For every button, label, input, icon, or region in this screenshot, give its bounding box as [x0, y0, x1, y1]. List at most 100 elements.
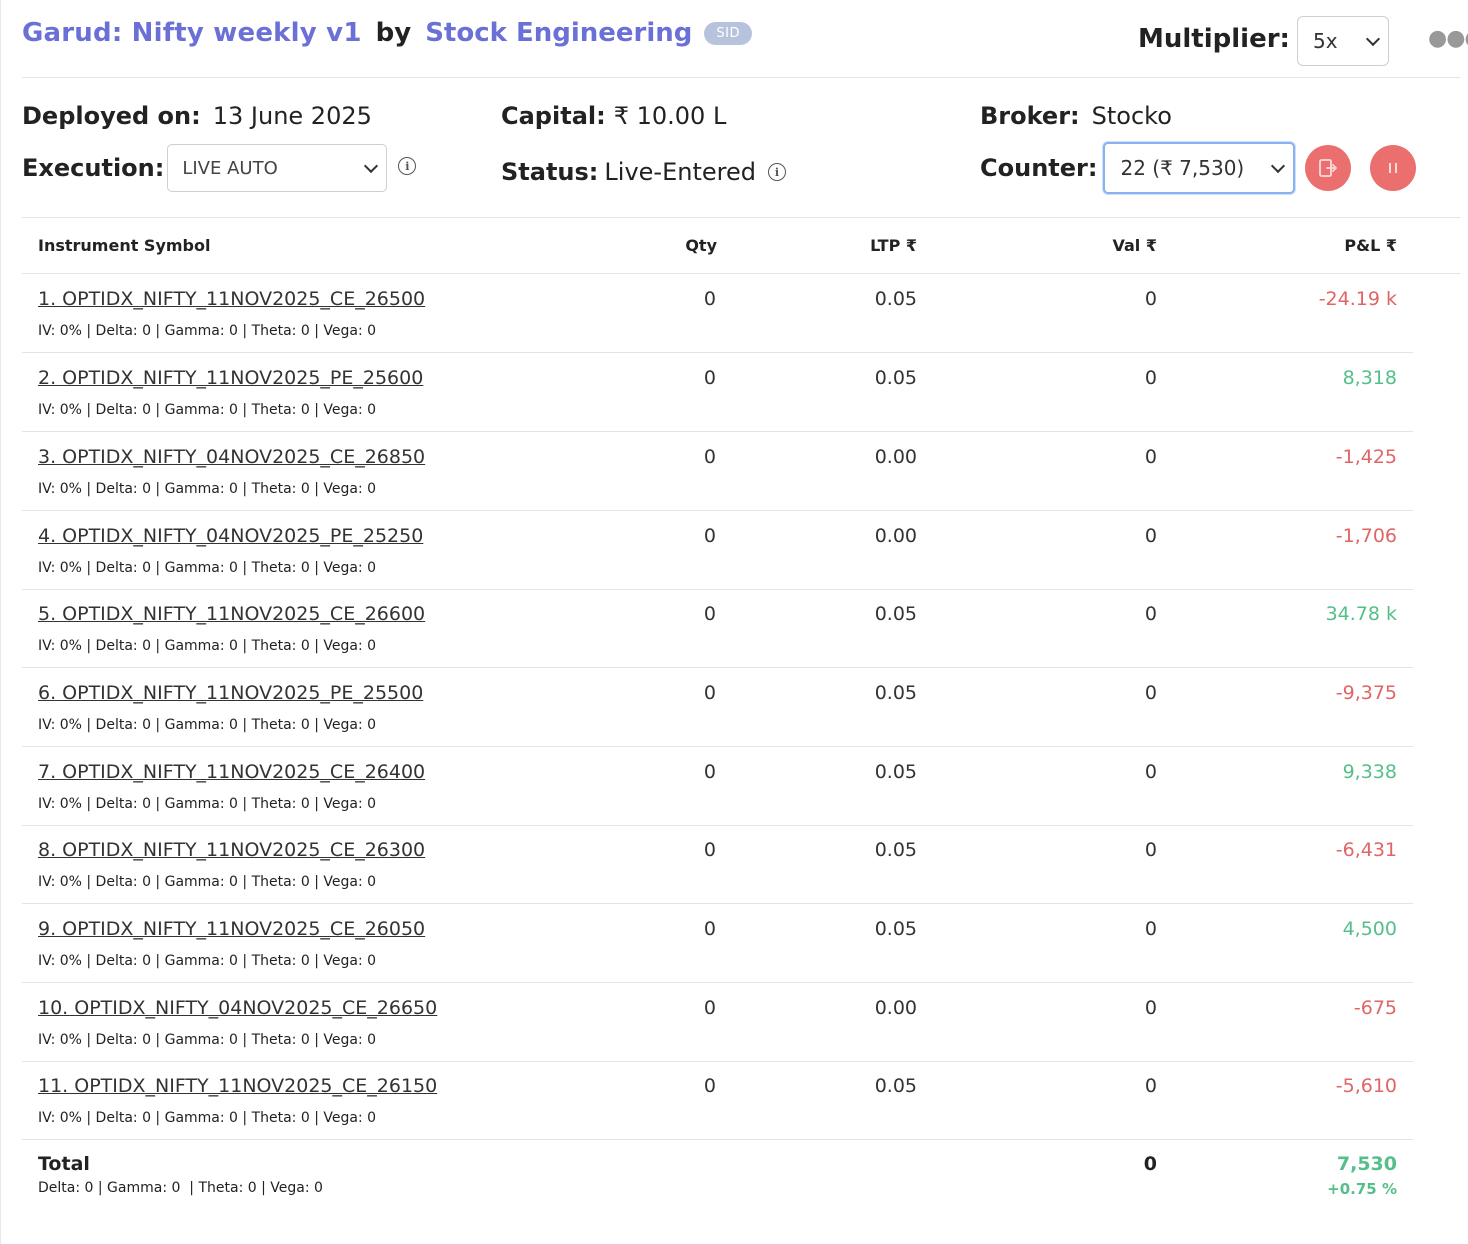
multiplier-value: 5x	[1313, 29, 1338, 53]
val-cell: 0	[1144, 525, 1157, 547]
header-qty: Qty	[685, 236, 717, 255]
pnl-cell: -9,375	[1335, 682, 1397, 704]
greeks-text: IV: 0% | Delta: 0 | Gamma: 0 | Theta: 0 …	[38, 638, 377, 654]
title-row: Garud: Nifty weekly v1 by Stock Engineer…	[22, 18, 752, 48]
left-border	[0, 0, 1, 1244]
instrument-symbol-link[interactable]: 9. OPTIDX_NIFTY_11NOV2025_CE_26050	[38, 918, 426, 940]
ltp-cell: 0.05	[874, 603, 917, 625]
qty-cell: 0	[703, 682, 716, 704]
deployed-label: Deployed on:	[22, 102, 201, 130]
total-val: 0	[1143, 1153, 1157, 1175]
instrument-symbol-link[interactable]: 10. OPTIDX_NIFTY_04NOV2025_CE_26650	[38, 997, 438, 1019]
val-cell: 0	[1144, 839, 1157, 861]
instrument-symbol-link[interactable]: 5. OPTIDX_NIFTY_11NOV2025_CE_26600	[38, 603, 426, 625]
qty-cell: 0	[703, 603, 716, 625]
pnl-cell: 9,338	[1342, 761, 1397, 783]
total-greeks: Delta: 0 | Gamma: 0 | Theta: 0 | Vega: 0	[38, 1180, 323, 1196]
greeks-text: IV: 0% | Delta: 0 | Gamma: 0 | Theta: 0 …	[38, 874, 377, 890]
ltp-cell: 0.00	[874, 525, 917, 547]
pnl-cell: -6,431	[1335, 839, 1397, 861]
greeks-text: IV: 0% | Delta: 0 | Gamma: 0 | Theta: 0 …	[38, 717, 377, 733]
table-row: 7. OPTIDX_NIFTY_11NOV2025_CE_26400 IV: 0…	[22, 747, 1413, 826]
pnl-cell: -5,610	[1335, 1075, 1397, 1097]
pnl-cell: 8,318	[1342, 367, 1397, 389]
deployment-info: Deployed on: 13 June 2025 Capital: ₹ 10.…	[22, 78, 1460, 218]
execution-select[interactable]: LIVE AUTO	[167, 144, 388, 192]
instrument-symbol-link[interactable]: 2. OPTIDX_NIFTY_11NOV2025_PE_25600	[38, 367, 424, 389]
counter: Counter: 22 (₹ 7,530)	[980, 142, 1296, 194]
exit-button[interactable]	[1305, 145, 1351, 191]
greeks-text: IV: 0% | Delta: 0 | Gamma: 0 | Theta: 0 …	[38, 953, 377, 969]
val-cell: 0	[1144, 446, 1157, 468]
execution-label: Execution:	[22, 154, 165, 182]
ltp-cell: 0.05	[874, 288, 917, 310]
header-pnl: P&L ₹	[1344, 236, 1397, 255]
exit-icon	[1319, 159, 1337, 177]
val-cell: 0	[1144, 288, 1157, 310]
instrument-symbol-link[interactable]: 8. OPTIDX_NIFTY_11NOV2025_CE_26300	[38, 839, 426, 861]
pnl-cell: -675	[1353, 997, 1397, 1019]
info-icon[interactable]: i	[767, 163, 786, 181]
pnl-cell: 34.78 k	[1325, 603, 1397, 625]
qty-cell: 0	[703, 288, 716, 310]
counter-value: 22 (₹ 7,530)	[1120, 156, 1245, 180]
val-cell: 0	[1144, 367, 1157, 389]
multiplier-select[interactable]: 5x	[1297, 16, 1389, 66]
ltp-cell: 0.00	[874, 997, 917, 1019]
pnl-cell: -1,425	[1335, 446, 1397, 468]
pause-button[interactable]	[1370, 145, 1416, 191]
multiplier-label: Multiplier:	[1138, 24, 1290, 54]
capital-label: Capital:	[501, 102, 606, 130]
table-row: 2. OPTIDX_NIFTY_11NOV2025_PE_25600 IV: 0…	[22, 353, 1413, 432]
greeks-text: IV: 0% | Delta: 0 | Gamma: 0 | Theta: 0 …	[38, 1110, 377, 1126]
ltp-cell: 0.05	[874, 918, 917, 940]
val-cell: 0	[1144, 603, 1157, 625]
qty-cell: 0	[703, 997, 716, 1019]
pnl-cell: -24.19 k	[1318, 288, 1397, 310]
more-horizontal-icon[interactable]: ●●●	[1428, 26, 1468, 51]
ltp-cell: 0.05	[874, 839, 917, 861]
val-cell: 0	[1144, 997, 1157, 1019]
table-row: 8. OPTIDX_NIFTY_11NOV2025_CE_26300 IV: 0…	[22, 825, 1413, 904]
qty-cell: 0	[703, 1075, 716, 1097]
ltp-cell: 0.05	[874, 682, 917, 704]
owner-link[interactable]: Stock Engineering	[425, 18, 693, 48]
counter-label: Counter:	[980, 154, 1098, 182]
instrument-symbol-link[interactable]: 1. OPTIDX_NIFTY_11NOV2025_CE_26500	[38, 288, 426, 310]
broker-value: Stocko	[1091, 102, 1172, 130]
instrument-symbol-link[interactable]: 3. OPTIDX_NIFTY_04NOV2025_CE_26850	[38, 446, 426, 468]
deployed-value: 13 June 2025	[212, 102, 372, 130]
chevron-down-icon	[1365, 31, 1381, 47]
greeks-text: IV: 0% | Delta: 0 | Gamma: 0 | Theta: 0 …	[38, 402, 377, 418]
positions-table-header: Instrument Symbol Qty LTP ₹ Val ₹ P&L ₹	[22, 218, 1460, 274]
counter-select[interactable]: 22 (₹ 7,530)	[1103, 142, 1296, 194]
execution: Execution: LIVE AUTO i	[22, 144, 417, 192]
info-icon[interactable]: i	[398, 157, 417, 175]
qty-cell: 0	[703, 367, 716, 389]
capital-value: ₹ 10.00 L	[613, 102, 727, 130]
capital: Capital: ₹ 10.00 L	[501, 102, 726, 130]
greeks-text: IV: 0% | Delta: 0 | Gamma: 0 | Theta: 0 …	[38, 1032, 377, 1048]
qty-cell: 0	[703, 525, 716, 547]
pnl-cell: 4,500	[1342, 918, 1397, 940]
val-cell: 0	[1144, 682, 1157, 704]
table-row: 4. OPTIDX_NIFTY_04NOV2025_PE_25250 IV: 0…	[22, 511, 1413, 590]
greeks-text: IV: 0% | Delta: 0 | Gamma: 0 | Theta: 0 …	[38, 796, 377, 812]
instrument-symbol-link[interactable]: 7. OPTIDX_NIFTY_11NOV2025_CE_26400	[38, 761, 426, 783]
ltp-cell: 0.05	[874, 1075, 917, 1097]
instrument-symbol-link[interactable]: 6. OPTIDX_NIFTY_11NOV2025_PE_25500	[38, 682, 424, 704]
total-pnl: 7,530	[1336, 1153, 1397, 1175]
greeks-text: IV: 0% | Delta: 0 | Gamma: 0 | Theta: 0 …	[38, 481, 377, 497]
ltp-cell: 0.05	[874, 367, 917, 389]
val-cell: 0	[1144, 1075, 1157, 1097]
table-row: 3. OPTIDX_NIFTY_04NOV2025_CE_26850 IV: 0…	[22, 432, 1413, 511]
table-row: 5. OPTIDX_NIFTY_11NOV2025_CE_26600 IV: 0…	[22, 589, 1413, 668]
table-row: 10. OPTIDX_NIFTY_04NOV2025_CE_26650 IV: …	[22, 983, 1413, 1062]
strategy-name-link[interactable]: Garud: Nifty weekly v1	[22, 18, 362, 48]
broker-label: Broker:	[980, 102, 1080, 130]
qty-cell: 0	[703, 446, 716, 468]
instrument-symbol-link[interactable]: 4. OPTIDX_NIFTY_04NOV2025_PE_25250	[38, 525, 424, 547]
header-ltp: LTP ₹	[870, 236, 917, 255]
instrument-symbol-link[interactable]: 11. OPTIDX_NIFTY_11NOV2025_CE_26150	[38, 1075, 438, 1097]
total-row: Total Delta: 0 | Gamma: 0 | Theta: 0 | V…	[22, 1140, 1413, 1220]
